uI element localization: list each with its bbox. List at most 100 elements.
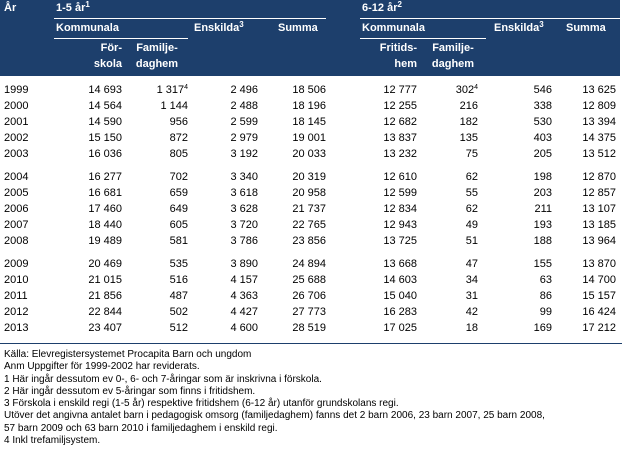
cell-forskola: 16 036 — [88, 148, 122, 160]
cell-familjedaghem-a: 1 3174 — [156, 84, 188, 96]
kommunala-a-underline — [54, 38, 188, 39]
cell-familjedaghem-a: 502 — [169, 306, 188, 318]
cell-familjedaghem-a: 805 — [169, 148, 188, 160]
cell-year: 2004 — [4, 171, 29, 183]
footnotes: Källa: Elevregistersystemet Procapita Ba… — [4, 349, 616, 447]
footnote-line: 4 Inkl trefamiljsystem. — [4, 435, 101, 447]
cell-forskola: 14 693 — [88, 84, 122, 96]
cell-familjedaghem-b: 62 — [465, 171, 478, 183]
cell-summa-b: 16 424 — [582, 306, 616, 318]
cell-fritidshem: 12 682 — [383, 116, 417, 128]
familjedaghem-b-header-1: Familje- — [432, 42, 474, 54]
cell-enskilda-a: 4 157 — [230, 274, 258, 286]
cell-fritidshem: 13 232 — [383, 148, 417, 160]
forskola-header-2: skola — [93, 58, 122, 70]
kommunala-b-header: Kommunala — [362, 22, 425, 34]
cell-forskola: 15 150 — [88, 132, 122, 144]
cell-summa-a: 18 196 — [292, 100, 326, 112]
cell-enskilda-b: 193 — [533, 219, 552, 231]
table-row: 2008 19 489 581 3 786 23 856 13 725 51 188 13 96… — [0, 233, 622, 249]
cell-enskilda-b: 63 — [539, 274, 552, 286]
cell-fritidshem: 17 025 — [383, 322, 417, 334]
cell-familjedaghem-b: 62 — [465, 203, 478, 215]
familjedaghem-a-header-1: Familje- — [136, 42, 178, 54]
cell-year: 2003 — [4, 148, 29, 160]
group-gap — [0, 162, 622, 169]
cell-familjedaghem-a: 956 — [169, 116, 188, 128]
cell-familjedaghem-a: 512 — [169, 322, 188, 334]
cell-summa-a: 21 737 — [292, 203, 326, 215]
cell-enskilda-a: 3 720 — [230, 219, 258, 231]
cell-year: 2013 — [4, 322, 29, 334]
cell-summa-a: 20 958 — [292, 187, 326, 199]
cell-summa-b: 13 394 — [582, 116, 616, 128]
cell-summa-b: 13 625 — [582, 84, 616, 96]
cell-enskilda-b: 86 — [539, 290, 552, 302]
cell-summa-a: 24 894 — [292, 258, 326, 270]
cell-summa-b: 13 107 — [582, 203, 616, 215]
cell-familjedaghem-b: 18 — [465, 322, 478, 334]
enskilda-b-header: Enskilda3 — [494, 20, 544, 35]
cell-familjedaghem-a: 581 — [169, 235, 188, 247]
footnote-line: Utöver det angivna antalet barn i pedago… — [4, 410, 545, 422]
cell-year: 2011 — [4, 290, 28, 302]
cell-summa-b: 13 964 — [582, 235, 616, 247]
summa-a-header: Summa — [278, 22, 318, 34]
table-header: År 1-5 år1 Kommunala För- skola Familje-… — [0, 0, 620, 76]
cell-enskilda-b: 155 — [533, 258, 552, 270]
table-row: 2010 21 015 516 4 157 25 688 14 603 34 63 14 700 — [0, 272, 622, 288]
cell-familjedaghem-b: 47 — [465, 258, 478, 270]
cell-fritidshem: 13 668 — [383, 258, 417, 270]
cell-enskilda-b: 403 — [533, 132, 552, 144]
cell-summa-b: 17 212 — [582, 322, 616, 334]
cell-forskola: 14 590 — [88, 116, 122, 128]
cell-fritidshem: 12 255 — [383, 100, 417, 112]
cell-familjedaghem-b: 3024 — [455, 84, 478, 96]
table-body: 1999 14 693 1 3174 2 496 18 506 12 777 3024 546… — [0, 82, 622, 336]
cell-forskola: 22 844 — [88, 306, 122, 318]
cell-forskola: 18 440 — [88, 219, 122, 231]
cell-summa-b: 12 870 — [582, 171, 616, 183]
cell-summa-b: 13 512 — [582, 148, 616, 160]
cell-enskilda-b: 205 — [533, 148, 552, 160]
table-row: 2004 16 277 702 3 340 20 319 12 610 62 198 12 87… — [0, 169, 622, 185]
cell-enskilda-a: 3 628 — [230, 203, 258, 215]
cell-familjedaghem-a: 872 — [169, 132, 188, 144]
cell-summa-a: 28 519 — [292, 322, 326, 334]
cell-enskilda-b: 99 — [539, 306, 552, 318]
group-gap — [0, 249, 622, 256]
cell-enskilda-a: 3 618 — [230, 187, 258, 199]
cell-forskola: 20 469 — [88, 258, 122, 270]
cell-forskola: 16 277 — [88, 171, 122, 183]
group-a-underline — [54, 18, 326, 19]
cell-year: 2010 — [4, 274, 29, 286]
cell-year: 1999 — [4, 84, 29, 96]
cell-fritidshem: 12 610 — [383, 171, 417, 183]
cell-forskola: 14 564 — [88, 100, 122, 112]
cell-enskilda-b: 530 — [533, 116, 552, 128]
cell-summa-b: 12 809 — [582, 100, 616, 112]
cell-summa-a: 18 145 — [292, 116, 326, 128]
cell-summa-b: 13 185 — [582, 219, 616, 231]
cell-familjedaghem-b: 182 — [459, 116, 478, 128]
footnote-line: Källa: Elevregistersystemet Procapita Ba… — [4, 349, 252, 360]
group-b-header: 6-12 år2 — [362, 0, 402, 15]
cell-summa-a: 27 773 — [292, 306, 326, 318]
cell-fritidshem: 12 599 — [383, 187, 417, 199]
enskilda-a-header: Enskilda3 — [194, 20, 244, 35]
cell-enskilda-a: 2 599 — [230, 116, 258, 128]
cell-enskilda-b: 198 — [533, 171, 552, 183]
cell-summa-b: 14 700 — [582, 274, 616, 286]
cell-enskilda-b: 546 — [533, 84, 552, 96]
cell-fritidshem: 12 777 — [383, 84, 417, 96]
familjedaghem-a-header-2: daghem — [135, 58, 179, 70]
cell-forskola: 21 856 — [88, 290, 122, 302]
table-row: 2000 14 564 1 144 2 488 18 196 12 255 216 338 12… — [0, 98, 622, 114]
forskola-header-1: För- — [100, 42, 122, 54]
group-b-underline — [360, 18, 620, 19]
cell-familjedaghem-a: 516 — [169, 274, 188, 286]
cell-enskilda-a: 2 496 — [230, 84, 258, 96]
cell-enskilda-a: 3 890 — [230, 258, 258, 270]
table-row: 2013 23 407 512 4 600 28 519 17 025 18 169 17 21… — [0, 320, 622, 336]
cell-enskilda-a: 2 979 — [230, 132, 258, 144]
